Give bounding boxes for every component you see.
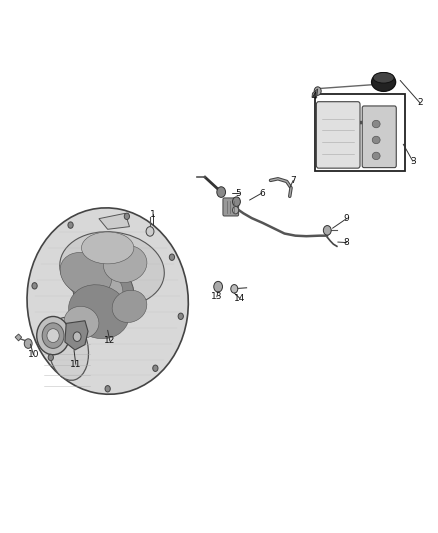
Ellipse shape — [60, 252, 112, 296]
Ellipse shape — [42, 323, 64, 349]
Text: 8: 8 — [344, 238, 350, 247]
Circle shape — [217, 187, 226, 197]
Circle shape — [231, 285, 238, 293]
Text: 5: 5 — [236, 189, 241, 198]
Text: 9: 9 — [344, 214, 350, 223]
Circle shape — [146, 227, 154, 236]
Text: 2: 2 — [417, 98, 423, 107]
Circle shape — [124, 213, 130, 220]
Circle shape — [32, 282, 37, 289]
FancyBboxPatch shape — [362, 106, 396, 167]
Ellipse shape — [60, 232, 164, 306]
Circle shape — [214, 281, 223, 292]
Text: 3: 3 — [410, 157, 416, 166]
Polygon shape — [15, 334, 21, 341]
Ellipse shape — [372, 136, 380, 144]
Text: 14: 14 — [234, 294, 246, 303]
Polygon shape — [65, 321, 88, 350]
Text: 12: 12 — [104, 336, 116, 345]
Circle shape — [48, 354, 53, 361]
Circle shape — [178, 313, 184, 319]
Ellipse shape — [112, 290, 147, 322]
Text: 1: 1 — [150, 210, 155, 219]
Ellipse shape — [47, 329, 59, 343]
Ellipse shape — [84, 272, 123, 309]
Circle shape — [170, 254, 175, 261]
Text: 10: 10 — [28, 350, 39, 359]
FancyBboxPatch shape — [223, 198, 239, 216]
Circle shape — [233, 206, 239, 214]
Ellipse shape — [37, 317, 70, 355]
Ellipse shape — [103, 245, 147, 282]
Ellipse shape — [64, 306, 99, 338]
Ellipse shape — [372, 120, 380, 128]
Circle shape — [24, 339, 32, 349]
Circle shape — [314, 87, 321, 95]
Circle shape — [323, 225, 331, 235]
Text: 11: 11 — [70, 360, 81, 369]
Circle shape — [233, 197, 240, 206]
Circle shape — [153, 365, 158, 372]
Bar — [315, 94, 405, 171]
Ellipse shape — [371, 72, 396, 91]
Ellipse shape — [73, 264, 134, 317]
Text: 4: 4 — [311, 92, 317, 101]
Ellipse shape — [48, 318, 88, 381]
FancyBboxPatch shape — [316, 102, 360, 168]
Text: 7: 7 — [290, 176, 296, 185]
Ellipse shape — [69, 285, 129, 338]
Polygon shape — [312, 89, 318, 98]
Ellipse shape — [372, 152, 380, 160]
Ellipse shape — [373, 72, 394, 83]
Polygon shape — [99, 213, 130, 229]
Ellipse shape — [81, 232, 134, 264]
Circle shape — [68, 222, 73, 228]
Circle shape — [73, 332, 81, 342]
Ellipse shape — [27, 208, 188, 394]
Circle shape — [105, 385, 110, 392]
Text: 13: 13 — [211, 292, 223, 301]
Text: 6: 6 — [259, 189, 265, 198]
